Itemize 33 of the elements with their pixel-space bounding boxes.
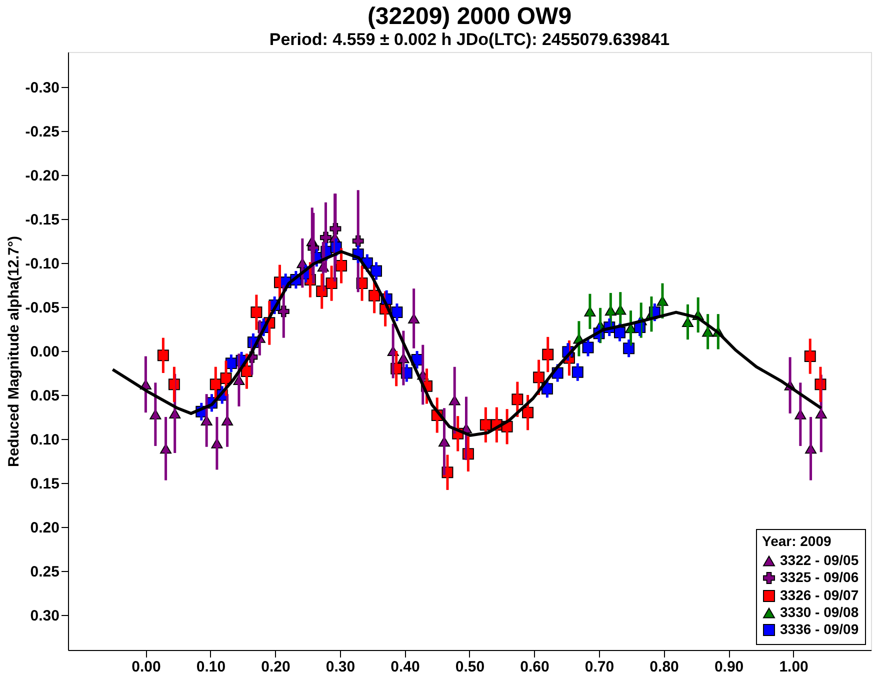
y-tick-label: -0.10 bbox=[25, 256, 60, 273]
chart-title: (32209) 2000 OW9 bbox=[367, 3, 572, 30]
legend-label: 3326 - 09/07 bbox=[780, 587, 859, 603]
y-tick-label: -0.20 bbox=[25, 168, 60, 185]
y-tick-label: -0.30 bbox=[25, 80, 60, 97]
x-tick-label: 1.00 bbox=[779, 658, 808, 676]
legend-label: 3322 - 09/05 bbox=[780, 552, 859, 568]
y-tick-label: 0.20 bbox=[30, 519, 60, 536]
chart-subtitle: Period: 4.559 ± 0.002 h JDo(LTC): 2455079.639841 bbox=[269, 30, 670, 49]
x-tick-label: 0.60 bbox=[520, 658, 550, 676]
legend-title: Year: 2009 bbox=[762, 533, 832, 549]
x-tick-label: 0.90 bbox=[714, 658, 744, 676]
x-tick-label: 0.00 bbox=[132, 658, 161, 676]
y-tick-label: 0.30 bbox=[30, 607, 60, 624]
x-tick-label: 0.70 bbox=[584, 658, 614, 676]
y-tick-label: 0.00 bbox=[30, 344, 60, 360]
x-tick-label: 0.10 bbox=[196, 658, 226, 676]
x-tick-label: 0.50 bbox=[455, 658, 485, 676]
x-tick-label: 0.30 bbox=[326, 658, 356, 676]
y-tick-label: -0.25 bbox=[25, 124, 60, 141]
legend-label: 3325 - 09/06 bbox=[780, 569, 859, 585]
legend-label: 3330 - 09/08 bbox=[780, 604, 859, 620]
y-tick-label: -0.05 bbox=[25, 300, 60, 317]
x-tick-label: 0.40 bbox=[390, 658, 420, 676]
y-tick-label: 0.15 bbox=[30, 475, 60, 492]
x-tick-label: 0.80 bbox=[650, 658, 679, 676]
x-tick-label: 0.20 bbox=[261, 658, 290, 676]
y-axis-title: Reduced Magnitude alpha(12.7°) bbox=[5, 236, 22, 468]
y-tick-label: 0.05 bbox=[30, 387, 60, 404]
legend-label: 3336 - 09/09 bbox=[780, 621, 859, 637]
y-tick-label: 0.10 bbox=[30, 431, 60, 448]
y-tick-label: -0.15 bbox=[25, 212, 60, 229]
y-tick-label: 0.25 bbox=[30, 563, 60, 580]
